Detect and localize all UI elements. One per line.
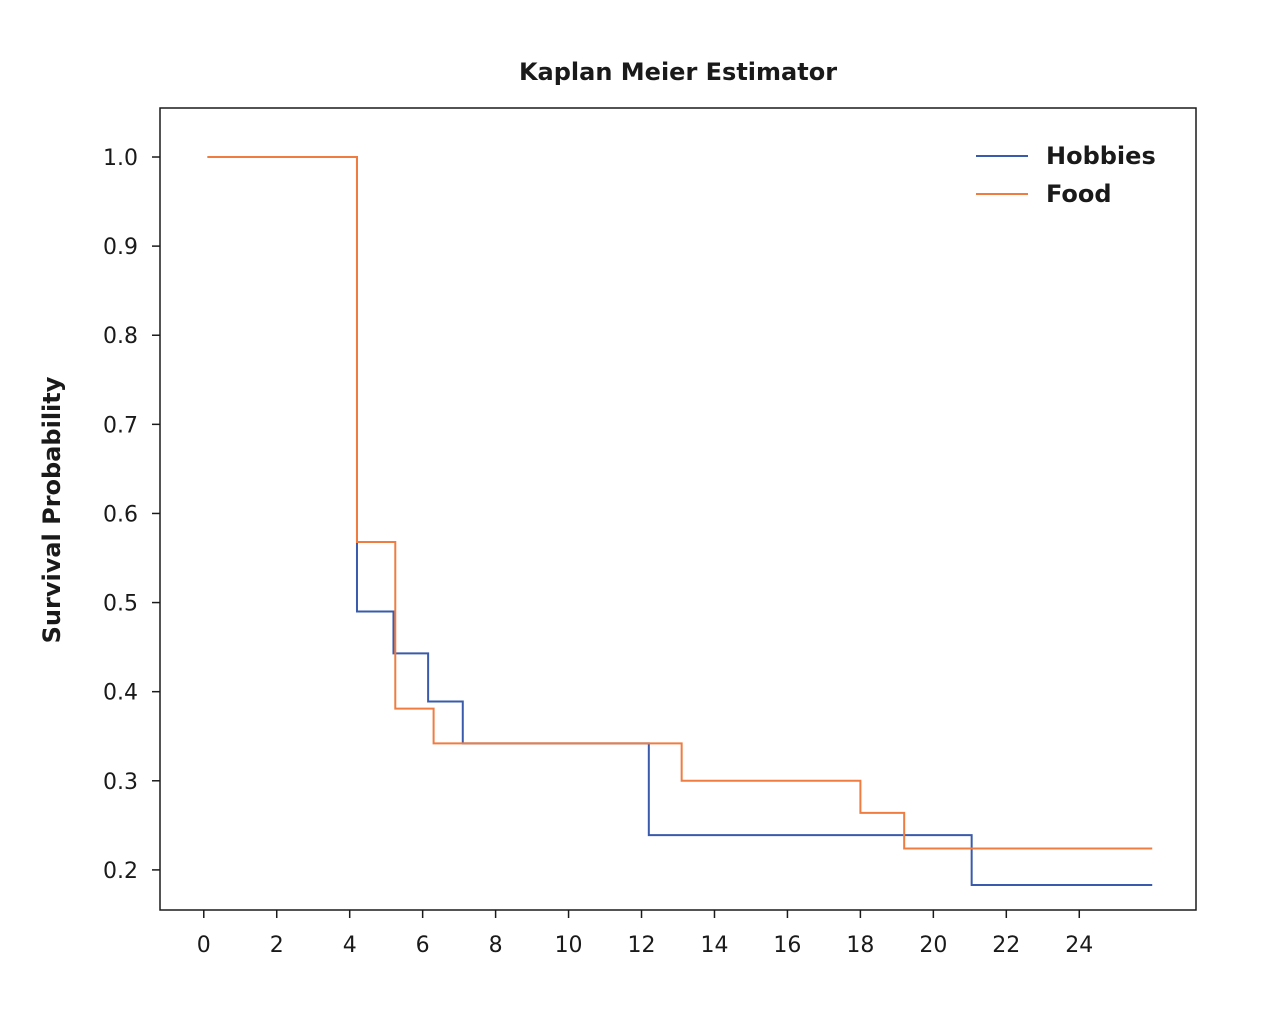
x-tick-label: 14 bbox=[700, 933, 728, 958]
y-tick-label: 0.5 bbox=[103, 592, 138, 617]
series-layer bbox=[207, 156, 1153, 887]
legend: Hobbies Food bbox=[976, 142, 1156, 208]
y-axis-label: Survival Probability bbox=[38, 376, 66, 643]
x-tick-label: 24 bbox=[1065, 933, 1093, 958]
x-tick-label: 20 bbox=[919, 933, 947, 958]
x-tick-label: 12 bbox=[628, 933, 656, 958]
x-tick-label: 6 bbox=[416, 933, 430, 958]
y-tick-label: 0.3 bbox=[103, 770, 138, 795]
series-line-hobbies bbox=[207, 156, 1153, 887]
chart-title: Kaplan Meier Estimator bbox=[519, 58, 837, 86]
y-tick-label: 0.8 bbox=[103, 324, 138, 349]
y-tick-label: 0.6 bbox=[103, 502, 138, 527]
x-tick-label: 18 bbox=[846, 933, 874, 958]
y-axis-ticks: 0.2 0.3 0.4 0.5 0.6 0.7 0.8 0.9 1.0 bbox=[103, 146, 160, 884]
plot-frame bbox=[159, 107, 1197, 911]
series-line-food bbox=[207, 156, 1153, 850]
legend-label-hobbies: Hobbies bbox=[1046, 142, 1156, 170]
x-tick-label: 8 bbox=[489, 933, 503, 958]
x-tick-label: 16 bbox=[773, 933, 801, 958]
x-tick-label: 2 bbox=[270, 933, 284, 958]
y-tick-label: 0.9 bbox=[103, 235, 138, 260]
y-tick-label: 1.0 bbox=[103, 146, 138, 171]
x-tick-label: 0 bbox=[197, 933, 211, 958]
y-tick-label: 0.4 bbox=[103, 681, 138, 706]
x-tick-label: 4 bbox=[343, 933, 357, 958]
x-tick-label: 22 bbox=[992, 933, 1020, 958]
legend-label-food: Food bbox=[1046, 180, 1112, 208]
x-tick-label: 10 bbox=[555, 933, 583, 958]
x-axis-ticks: 0 2 4 6 8 10 12 14 16 18 20 22 24 bbox=[197, 910, 1093, 958]
y-tick-label: 0.7 bbox=[103, 413, 138, 438]
y-tick-label: 0.2 bbox=[103, 859, 138, 884]
